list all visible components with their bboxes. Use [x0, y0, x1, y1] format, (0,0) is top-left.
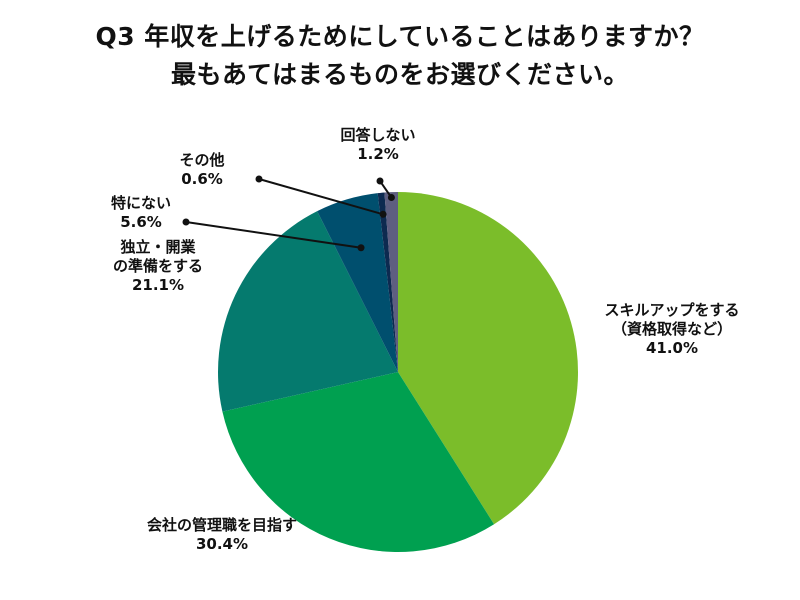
slice-value-label-1: 30.4%	[196, 535, 248, 553]
chart-title-line-2: 最もあてはまるものをお選びください。	[170, 60, 629, 89]
leader-dot-start-4	[255, 175, 263, 183]
slice-category-label-0-1: （資格取得など）	[612, 320, 732, 338]
slice-category-label-0-0: スキルアップをする	[604, 301, 739, 319]
slice-category-label-1-0: 会社の管理職を目指す	[147, 516, 297, 534]
pie-slice-4	[377, 192, 398, 372]
chart-title-line-1: Q3 年収を上げるためにしていることはありますか？	[95, 22, 705, 51]
slice-value-label-5: 1.2%	[357, 145, 399, 163]
slice-category-label-3-0: 特にない	[111, 194, 171, 212]
pie-slice-5	[384, 192, 398, 372]
slice-category-label-2-1: の準備をする	[113, 257, 203, 275]
leader-lines	[182, 175, 395, 252]
slice-category-label-4-0: その他	[179, 151, 224, 169]
leader-dot-end-3	[357, 244, 365, 252]
slice-value-label-3: 5.6%	[120, 213, 162, 231]
slice-category-label-2-0: 独立・開業	[120, 238, 196, 256]
leader-dot-end-5	[387, 194, 395, 202]
leader-dot-start-3	[182, 218, 190, 226]
pie-slice-3	[317, 193, 398, 372]
pie-slice-2	[218, 211, 398, 412]
leader-dot-start-5	[376, 177, 384, 185]
slice-value-label-2: 21.1%	[132, 276, 184, 294]
slice-value-label-0: 41.0%	[646, 339, 698, 357]
pie-slices	[218, 192, 579, 552]
pie-slice-0	[398, 192, 579, 525]
chart-title: Q3 年収を上げるためにしていることはありますか？ 最もあてはまるものをお選びく…	[0, 18, 800, 94]
leader-line-3	[185, 221, 362, 249]
leader-dot-end-4	[379, 210, 387, 218]
slice-category-label-5-0: 回答しない	[340, 126, 415, 144]
pie-slice-1	[222, 372, 495, 552]
slice-value-label-4: 0.6%	[181, 170, 223, 188]
leader-line-4	[258, 178, 384, 216]
